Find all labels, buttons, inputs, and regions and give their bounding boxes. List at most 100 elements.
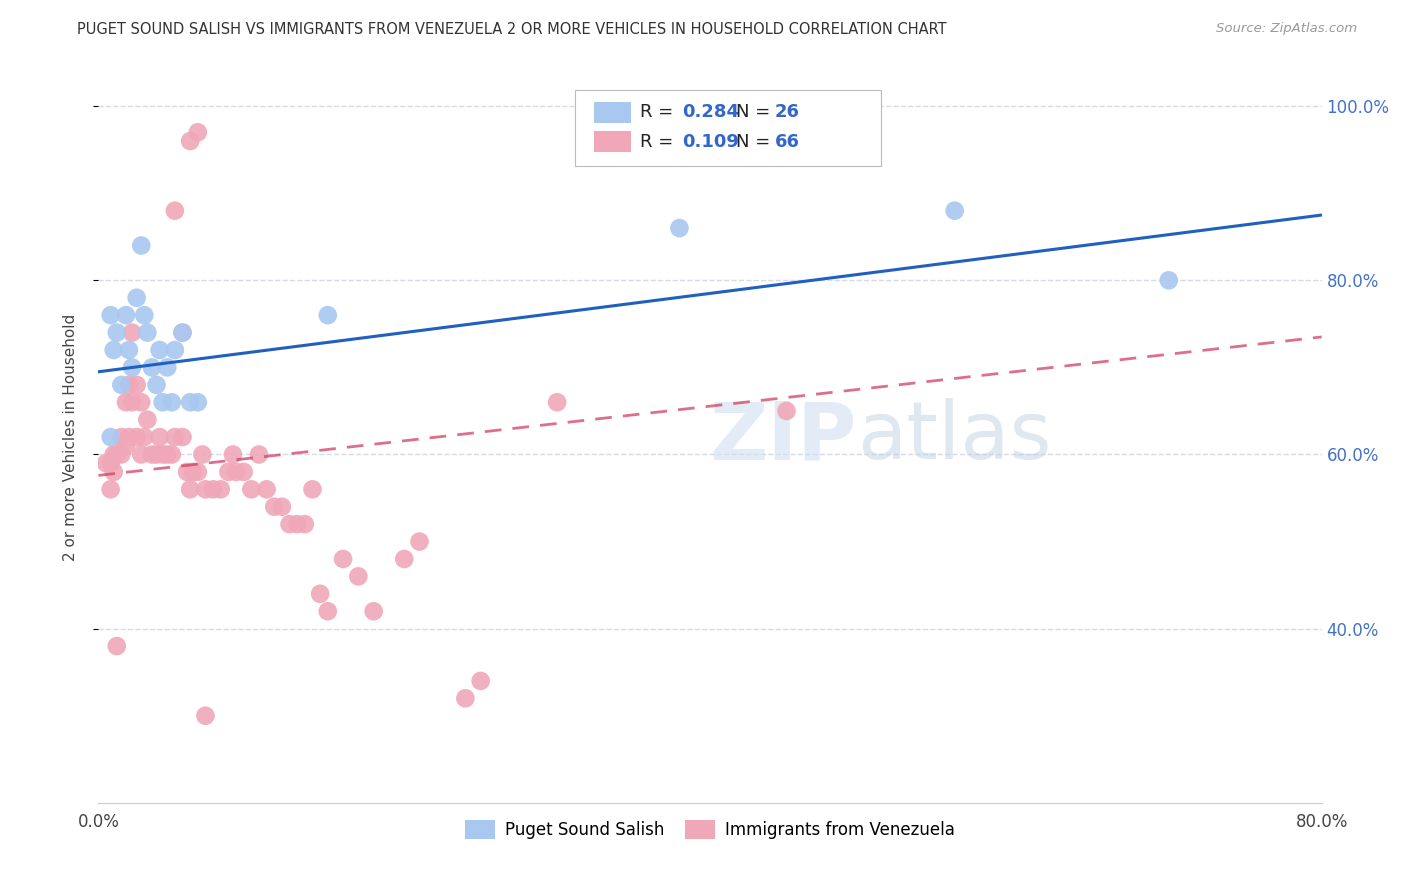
Point [172, 326, 194, 340]
Text: atlas: atlas [856, 398, 1052, 476]
Point [110, 430, 132, 444]
Point [105, 639, 128, 653]
Point [163, 430, 186, 444]
Point [187, 395, 209, 409]
Point [152, 395, 174, 409]
Point [301, 483, 323, 497]
Point [209, 483, 232, 497]
Point [103, 448, 125, 462]
Point [546, 395, 568, 409]
Text: PUGET SOUND SALISH VS IMMIGRANTS FROM VENEZUELA 2 OR MORE VEHICLES IN HOUSEHOLD : PUGET SOUND SALISH VS IMMIGRANTS FROM VE… [77, 22, 948, 37]
Point [141, 448, 163, 462]
Text: Source: ZipAtlas.com: Source: ZipAtlas.com [1216, 22, 1357, 36]
Text: 0.284: 0.284 [682, 103, 740, 121]
Point [160, 395, 183, 409]
Point [105, 326, 128, 340]
Point [118, 377, 141, 392]
Point [94, 456, 117, 470]
Point [270, 500, 292, 514]
Point [217, 465, 239, 479]
Point [247, 448, 270, 462]
Text: N =: N = [735, 103, 776, 121]
Legend: Puget Sound Salish, Immigrants from Venezuela: Puget Sound Salish, Immigrants from Vene… [458, 814, 962, 846]
Point [136, 412, 159, 426]
Point [294, 517, 316, 532]
Text: N =: N = [735, 133, 776, 151]
Point [179, 134, 201, 148]
Point [179, 395, 201, 409]
Point [129, 238, 152, 252]
Point [194, 483, 217, 497]
Point [1157, 273, 1180, 287]
Point [943, 203, 966, 218]
Point [145, 377, 167, 392]
Text: R =: R = [640, 133, 679, 151]
Point [129, 395, 152, 409]
Point [152, 448, 174, 462]
Point [222, 448, 245, 462]
Point [225, 465, 247, 479]
Point [163, 203, 186, 218]
Text: 26: 26 [775, 103, 800, 121]
Point [100, 430, 122, 444]
Point [149, 343, 172, 357]
Point [470, 673, 492, 688]
Point [103, 465, 125, 479]
Point [256, 483, 278, 497]
Point [115, 395, 138, 409]
Text: 66: 66 [775, 133, 800, 151]
Point [163, 343, 186, 357]
Point [156, 360, 179, 375]
Point [363, 604, 385, 618]
Point [160, 448, 183, 462]
Point [309, 587, 332, 601]
Point [141, 360, 163, 375]
Point [172, 326, 194, 340]
Point [285, 517, 308, 532]
Point [121, 360, 143, 375]
Text: 0.109: 0.109 [682, 133, 738, 151]
Point [232, 465, 254, 479]
Point [316, 308, 339, 322]
Point [263, 500, 285, 514]
Point [187, 465, 209, 479]
Point [100, 456, 122, 470]
Point [125, 430, 148, 444]
Point [121, 395, 143, 409]
Point [125, 291, 148, 305]
Point [454, 691, 477, 706]
Y-axis label: 2 or more Vehicles in Household: 2 or more Vehicles in Household [63, 313, 77, 561]
Point [194, 708, 217, 723]
Point [100, 483, 122, 497]
Point [125, 377, 148, 392]
Point [156, 448, 179, 462]
FancyBboxPatch shape [593, 102, 630, 122]
Point [103, 343, 125, 357]
Point [115, 308, 138, 322]
Point [115, 439, 138, 453]
Text: ZIP: ZIP [710, 398, 856, 476]
Point [775, 404, 797, 418]
Point [149, 430, 172, 444]
Point [240, 483, 263, 497]
Point [179, 483, 201, 497]
Point [176, 465, 198, 479]
Point [118, 343, 141, 357]
Point [105, 448, 128, 462]
Point [134, 308, 156, 322]
Point [187, 125, 209, 139]
Point [136, 326, 159, 340]
Point [668, 221, 690, 235]
FancyBboxPatch shape [593, 131, 630, 152]
Point [121, 326, 143, 340]
Text: R =: R = [640, 103, 679, 121]
Point [129, 448, 152, 462]
Point [172, 430, 194, 444]
FancyBboxPatch shape [575, 90, 882, 167]
Point [408, 534, 430, 549]
Point [278, 517, 301, 532]
Point [110, 448, 132, 462]
Point [347, 569, 370, 583]
Point [191, 448, 214, 462]
Point [202, 483, 225, 497]
